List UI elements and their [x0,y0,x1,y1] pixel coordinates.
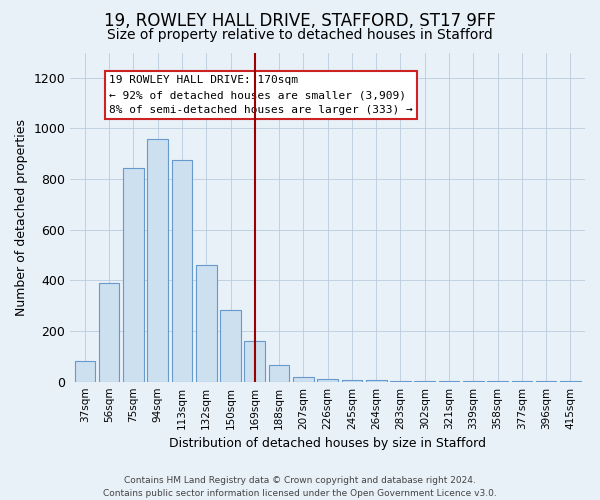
Bar [172,160,192,382]
Text: 19, ROWLEY HALL DRIVE, STAFFORD, ST17 9FF: 19, ROWLEY HALL DRIVE, STAFFORD, ST17 9F… [104,12,496,30]
Bar [415,381,435,382]
Bar [463,381,484,382]
Bar [220,310,241,382]
Text: 19 ROWLEY HALL DRIVE: 170sqm
← 92% of detached houses are smaller (3,909)
8% of : 19 ROWLEY HALL DRIVE: 170sqm ← 92% of de… [109,76,413,115]
Bar [269,365,289,382]
Text: Size of property relative to detached houses in Stafford: Size of property relative to detached ho… [107,28,493,42]
Bar [99,283,119,382]
Bar [244,341,265,382]
Bar [341,380,362,382]
Bar [148,138,168,382]
Bar [390,380,411,382]
Bar [123,168,144,382]
Bar [293,376,314,382]
Text: Contains HM Land Registry data © Crown copyright and database right 2024.
Contai: Contains HM Land Registry data © Crown c… [103,476,497,498]
X-axis label: Distribution of detached houses by size in Stafford: Distribution of detached houses by size … [169,437,486,450]
Bar [439,381,460,382]
Bar [317,379,338,382]
Bar [366,380,386,382]
Bar [74,362,95,382]
Bar [196,265,217,382]
Y-axis label: Number of detached properties: Number of detached properties [15,118,28,316]
Bar [487,381,508,382]
